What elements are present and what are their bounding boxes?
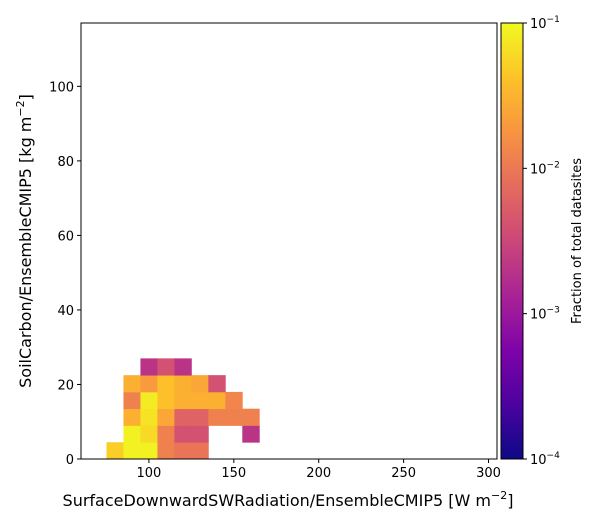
heatmap-cell <box>208 375 226 393</box>
x-tick-label: 250 <box>391 466 416 481</box>
x-axis-ticks: 100 150 200 250 300 <box>137 459 501 481</box>
heatmap-cell <box>157 408 175 426</box>
heatmap-cell <box>157 358 175 376</box>
heatmap-cell <box>140 408 158 426</box>
heatmap-cell <box>106 442 124 460</box>
y-tick-label: 40 <box>57 304 74 319</box>
x-tick-label: 150 <box>221 466 246 481</box>
y-tick-label: 60 <box>57 229 74 244</box>
y-axis-ticks: 0 20 40 60 80 100 <box>49 80 81 468</box>
y-axis-label: SoilCarbon/EnsembleCMIP5 [kg m−2] <box>14 94 35 388</box>
heatmap-cell <box>174 375 192 393</box>
heatmap-cell <box>174 408 192 426</box>
heatmap-cells <box>106 358 260 460</box>
heatmap-cell <box>191 375 209 393</box>
heatmap-cell <box>191 408 209 426</box>
heatmap-cell <box>123 425 141 443</box>
colorbar-tick-label: 10−2 <box>530 160 560 177</box>
colorbar-tick-label: 10−4 <box>530 451 560 468</box>
heatmap-cell <box>123 408 141 426</box>
heatmap-cell <box>242 425 260 443</box>
heatmap-cell <box>208 408 226 426</box>
y-tick-label: 100 <box>49 80 74 95</box>
heatmap-cell <box>140 375 158 393</box>
heatmap-cell <box>225 408 243 426</box>
heatmap-cell <box>157 425 175 443</box>
heatmap-cell <box>242 408 260 426</box>
heatmap-cell <box>191 442 209 460</box>
x-axis-label: SurfaceDownwardSWRadiation/EnsembleCMIP5… <box>63 489 514 510</box>
heatmap-cell <box>208 391 226 410</box>
heatmap-cell <box>174 442 192 460</box>
heatmap-cell <box>123 391 141 410</box>
x-tick-label: 100 <box>137 466 162 481</box>
heatmap-cell <box>123 442 141 460</box>
heatmap-cell <box>140 425 158 443</box>
heatmap-cell <box>140 442 158 460</box>
heatmap-cell <box>174 391 192 410</box>
heatmap-cell <box>157 375 175 393</box>
colorbar-gradient <box>500 22 524 460</box>
heatmap-cell <box>174 425 192 443</box>
colorbar-tick-label: 10−1 <box>530 15 560 32</box>
heatmap-cell <box>140 391 158 410</box>
colorbar: 10−1 10−2 10−3 10−4 Fraction of total datas… <box>500 15 585 468</box>
colorbar-label: Fraction of total datasites <box>570 158 585 324</box>
x-tick-label: 300 <box>476 466 501 481</box>
y-tick-label: 80 <box>57 155 74 170</box>
heatmap-cell <box>140 358 158 376</box>
heatmap-cell <box>174 358 192 376</box>
heatmap-cell <box>123 375 141 393</box>
colorbar-tick-label: 10−3 <box>530 306 560 323</box>
heatmap-cell <box>225 391 243 410</box>
colorbar-ticks: 10−1 10−2 10−3 10−4 <box>523 15 560 468</box>
heatmap-cell <box>191 425 209 443</box>
heatmap-cell <box>157 391 175 410</box>
heatmap-cell <box>191 391 209 410</box>
y-tick-label: 20 <box>57 378 74 393</box>
plot-frame <box>80 22 498 460</box>
x-tick-label: 200 <box>306 466 331 481</box>
y-tick-label: 0 <box>66 453 74 468</box>
heatmap-cell <box>157 442 175 460</box>
